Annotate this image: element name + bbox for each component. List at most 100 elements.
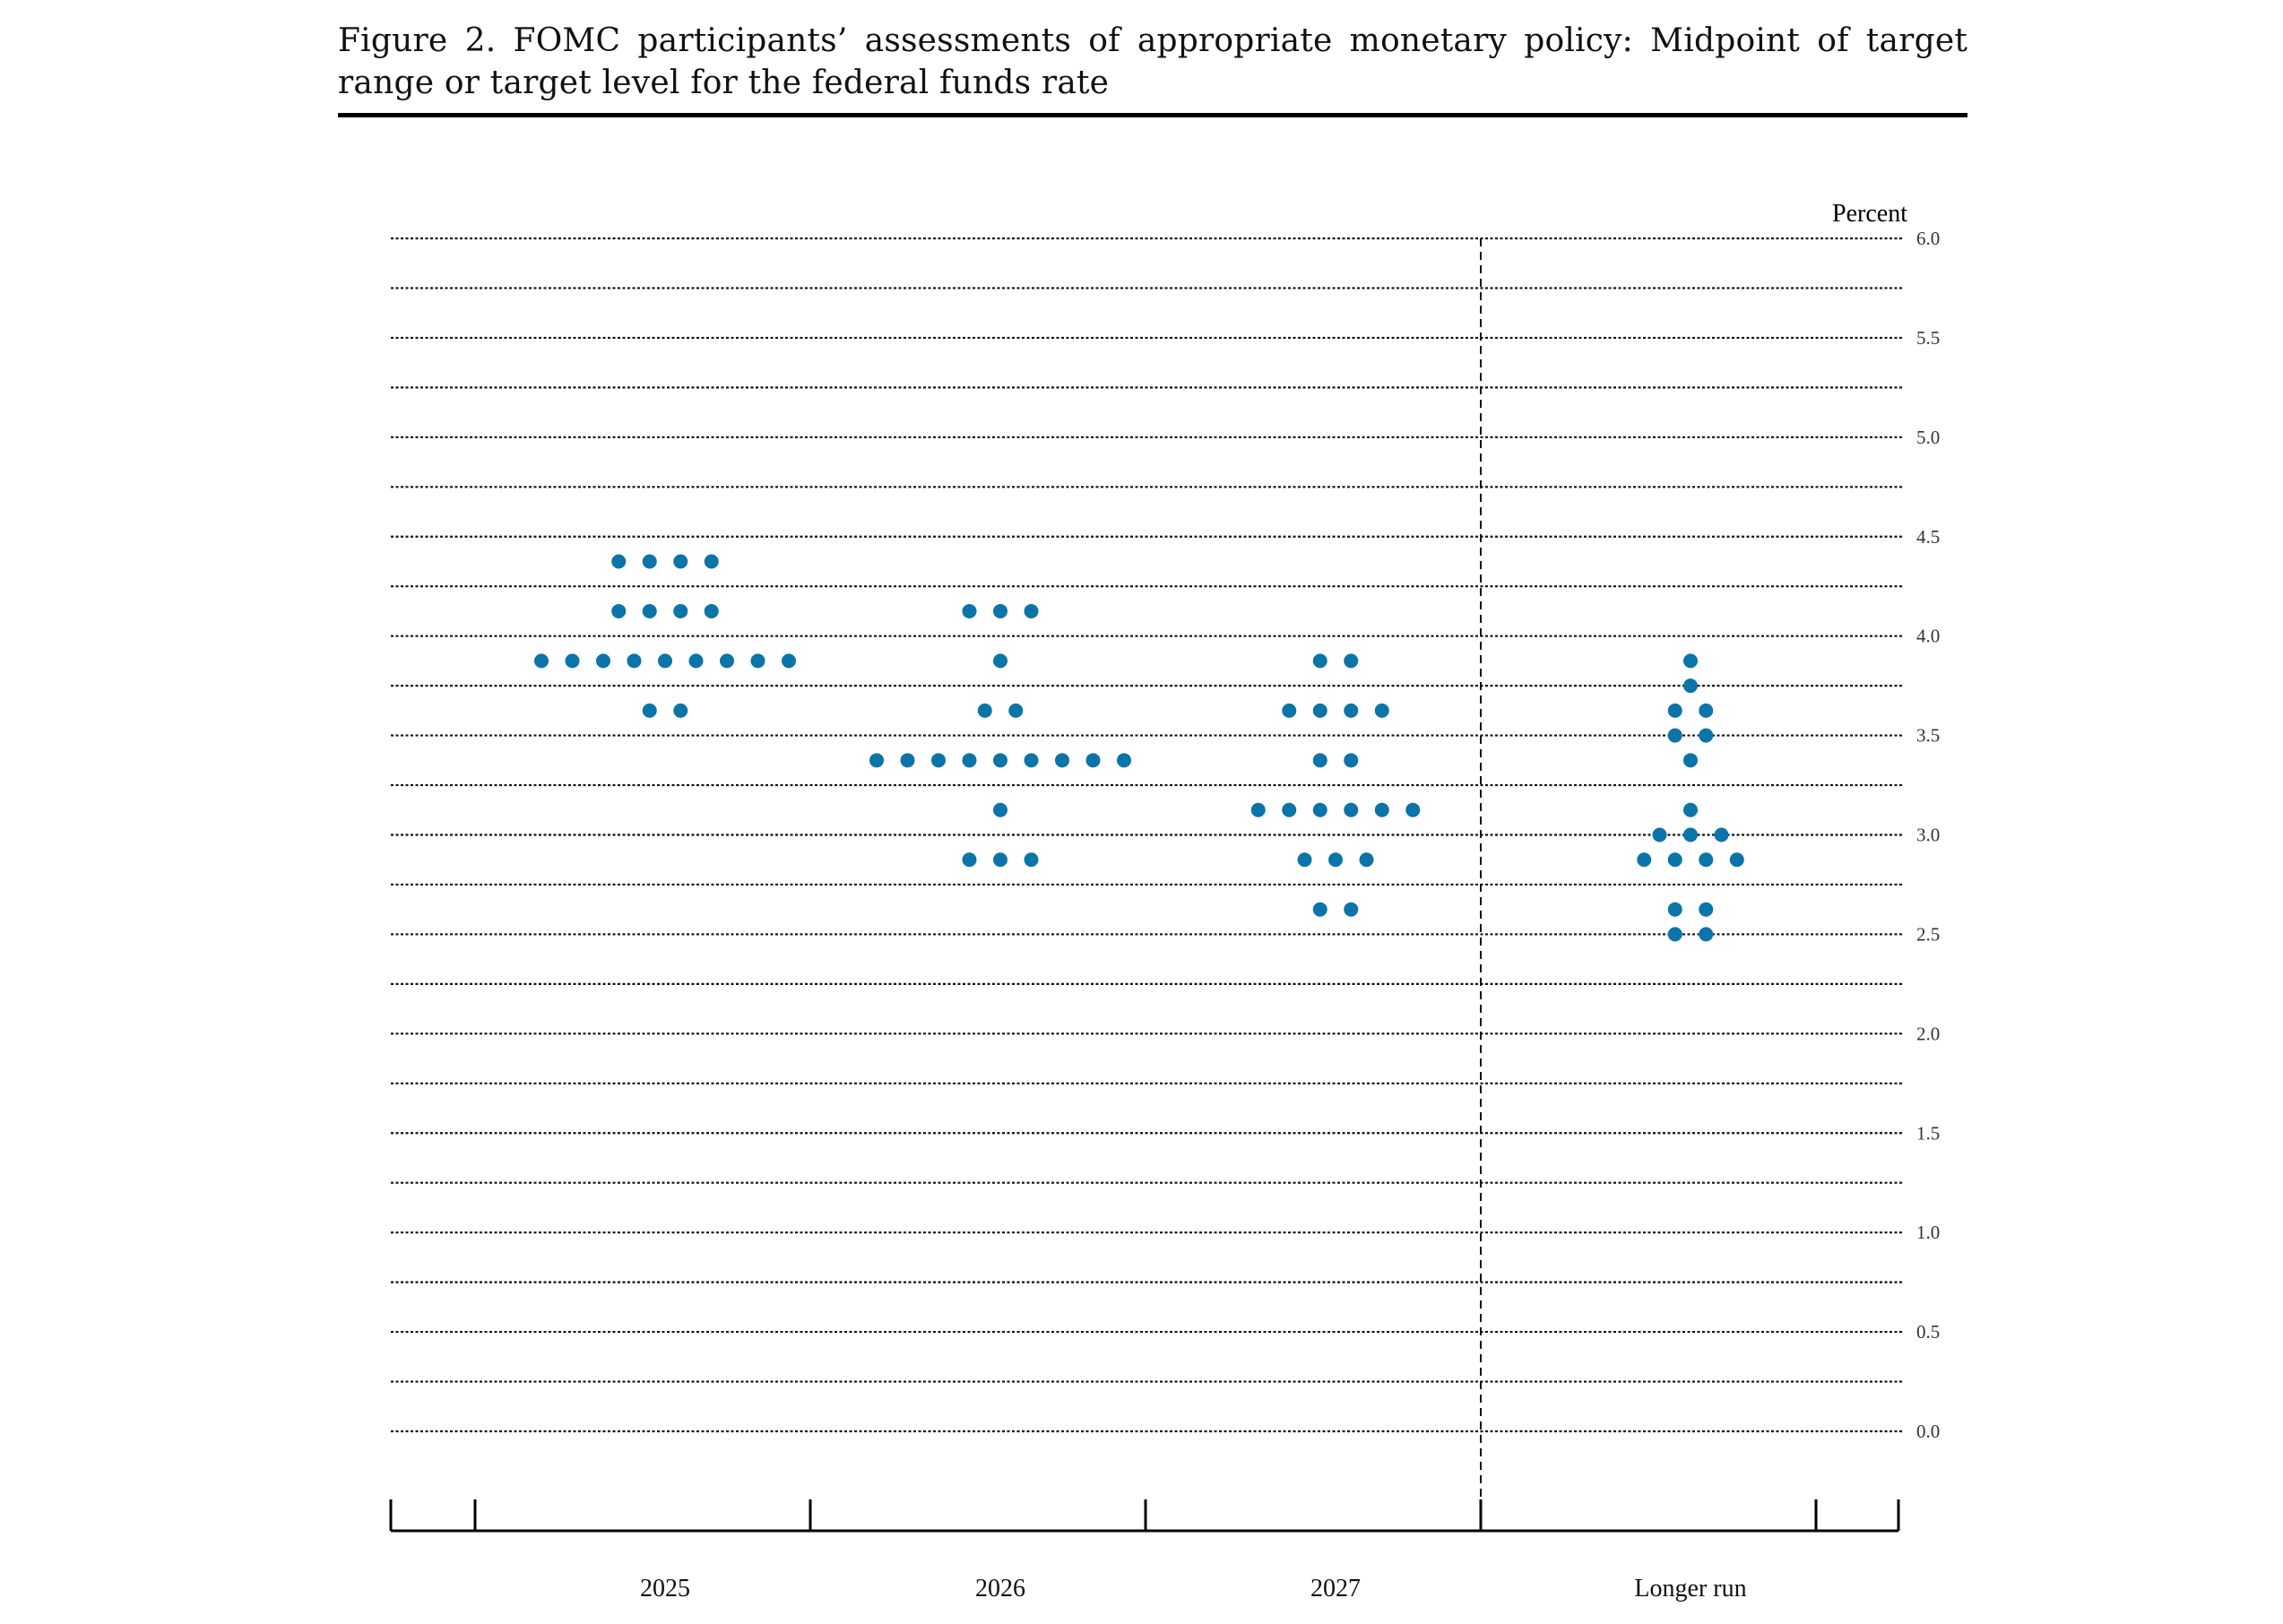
dot-point	[673, 703, 688, 718]
y-tick-label: 5.5	[1916, 327, 1940, 349]
x-tick-label: 2026	[975, 1575, 1025, 1602]
dots	[534, 554, 1744, 942]
title-rule	[338, 113, 1967, 117]
dot-point	[720, 653, 734, 669]
dot-point	[1699, 728, 1714, 743]
dot-point	[962, 753, 977, 768]
dot-point	[1312, 703, 1327, 718]
dot-point	[1699, 927, 1714, 942]
dot-point	[1683, 678, 1698, 694]
dot-point	[1683, 827, 1698, 842]
y-tick-label: 2.0	[1916, 1023, 1940, 1044]
dot-point	[1312, 753, 1327, 768]
x-tick-labels: 2025 2026 2027 Longer run	[640, 1575, 1747, 1602]
dot-point	[596, 653, 610, 669]
dot-point	[565, 653, 580, 669]
dot-point	[993, 802, 1007, 817]
dot-point	[782, 653, 796, 669]
dot-point	[962, 852, 977, 868]
dot-point	[993, 753, 1007, 768]
dot-point	[627, 653, 642, 669]
dot-point	[1117, 753, 1131, 768]
dot-point	[993, 852, 1007, 868]
dot-point	[642, 703, 657, 718]
y-tick-label: 3.0	[1916, 825, 1940, 846]
y-tick-label: 1.5	[1916, 1122, 1940, 1144]
dot-point	[1637, 852, 1652, 868]
dot-point	[1024, 603, 1039, 618]
dot-point	[1667, 728, 1682, 743]
dot-point	[1055, 753, 1069, 768]
dot-point	[1282, 703, 1297, 718]
x-tick-label: 2027	[1310, 1575, 1361, 1602]
dot-point	[977, 703, 992, 718]
dot-point	[534, 653, 549, 669]
dot-point	[1359, 852, 1374, 868]
dot-point	[1699, 852, 1714, 868]
figure-title: Figure 2. FOMC participants’ assessments…	[338, 22, 1967, 101]
y-tick-label: 4.0	[1916, 626, 1940, 647]
dot-point	[993, 653, 1007, 669]
dot-point	[1344, 802, 1359, 817]
dot-point	[1714, 827, 1729, 842]
dot-point	[1699, 902, 1714, 917]
y-tick-label: 4.5	[1916, 526, 1940, 548]
dot-point	[1667, 852, 1682, 868]
y-tick-labels: 0.0 0.5 1.0 1.5 2.0 2.5 3.0 3.5 4.0 4.5 5.0 5.5 6.0	[1916, 228, 1940, 1442]
dot-point	[642, 554, 657, 569]
dot-point	[1024, 852, 1039, 868]
dot-point	[704, 554, 719, 569]
dot-point	[931, 753, 946, 768]
dot-point	[1683, 802, 1698, 817]
x-tick-label: Longer run	[1634, 1575, 1746, 1602]
dot-point	[1652, 827, 1667, 842]
dot-point	[1008, 703, 1024, 718]
dot-point	[1683, 653, 1698, 669]
dot-point	[1312, 653, 1327, 669]
dot-point	[704, 603, 719, 618]
y-axis-unit-label: Percent	[1832, 200, 1907, 228]
dot-point	[1344, 753, 1359, 768]
dot-point	[750, 653, 765, 669]
dot-point	[1024, 753, 1039, 768]
dot-point	[1374, 703, 1389, 718]
y-tick-label: 3.5	[1916, 725, 1940, 747]
y-tick-label: 0.5	[1916, 1321, 1940, 1343]
dot-point	[1344, 902, 1359, 917]
dot-point	[1297, 852, 1312, 868]
dot-point	[688, 653, 704, 669]
dot-point	[1374, 802, 1389, 817]
dot-point	[1667, 703, 1682, 718]
y-tick-label: 2.5	[1916, 923, 1940, 945]
dot-point	[900, 753, 915, 768]
dot-point	[993, 603, 1007, 618]
dot-point	[1683, 753, 1698, 768]
dot-point	[1312, 902, 1327, 917]
dot-point	[1667, 927, 1682, 942]
dot-point	[962, 603, 977, 618]
y-tick-label: 0.0	[1916, 1421, 1940, 1442]
dot-point	[611, 603, 627, 618]
dot-point	[1344, 703, 1359, 718]
dot-point	[611, 554, 627, 569]
gridlines	[391, 237, 1902, 1433]
dot-point	[869, 753, 884, 768]
y-tick-label: 1.0	[1916, 1222, 1940, 1243]
dot-point	[1085, 753, 1101, 768]
x-axis	[389, 1499, 1900, 1533]
dot-point	[658, 653, 672, 669]
dot-point	[1729, 852, 1744, 868]
dot-point	[1282, 802, 1297, 817]
y-tick-label: 5.0	[1916, 427, 1940, 448]
y-tick-label: 6.0	[1916, 228, 1940, 249]
x-tick-label: 2025	[640, 1575, 690, 1602]
dot-point	[673, 554, 688, 569]
dot-point	[1250, 802, 1266, 817]
dot-point	[1667, 902, 1682, 917]
dot-point	[1312, 802, 1327, 817]
dot-point	[1405, 802, 1421, 817]
dot-point	[1344, 653, 1359, 669]
dot-point	[673, 603, 688, 618]
dot-point	[1328, 852, 1343, 868]
